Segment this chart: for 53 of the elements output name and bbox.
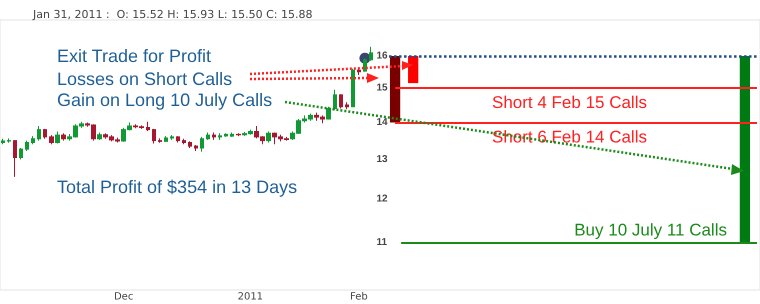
candlestick xyxy=(37,126,41,142)
annotation: Losses on Short Calls xyxy=(57,69,232,89)
y-tick-label: 15 xyxy=(376,82,388,94)
candlestick xyxy=(31,136,35,145)
candlestick xyxy=(146,121,150,132)
candlestick xyxy=(188,140,192,149)
candlestick xyxy=(61,132,66,142)
candlestick xyxy=(43,128,47,140)
ref-line-label: Buy 10 July 11 Calls xyxy=(574,220,727,240)
candlestick xyxy=(176,136,180,143)
y-tick-label: 14 xyxy=(376,116,388,128)
candlestick xyxy=(345,102,349,110)
candlestick xyxy=(97,132,102,140)
candlestick xyxy=(25,140,29,152)
candlestick xyxy=(7,138,11,144)
candlestick xyxy=(19,148,23,160)
annotation: Total Profit of $354 in 13 Days xyxy=(57,177,298,197)
candlestick xyxy=(351,68,355,108)
candlestick xyxy=(333,89,337,111)
x-tick-label: 2011 xyxy=(238,292,264,302)
x-tick-label: Feb xyxy=(350,292,368,302)
annotation: Gain on Long 10 July Calls xyxy=(57,90,272,110)
x-tick-label: Dec xyxy=(114,292,134,302)
candlestick xyxy=(326,106,331,120)
y-tick-label: 12 xyxy=(376,194,388,205)
candlestick xyxy=(194,144,198,152)
candlestick xyxy=(158,138,162,144)
candlestick xyxy=(152,128,156,144)
candlestick xyxy=(266,130,271,143)
candlestick xyxy=(339,94,343,109)
candlestick xyxy=(206,132,210,140)
candlestick xyxy=(224,132,228,138)
candlestick xyxy=(182,138,186,145)
y-tick-label: 16 xyxy=(376,50,388,62)
candlestick xyxy=(55,130,60,144)
candlestick xyxy=(369,46,373,62)
candlestick xyxy=(170,134,174,140)
candlestick xyxy=(1,138,5,145)
annotation: Exit Trade for Profit xyxy=(57,46,212,66)
candlestick xyxy=(230,132,234,138)
candlestick xyxy=(164,136,168,142)
chart-title: Jan 31, 2011 : O: 15.52 H: 15.93 L: 15.50 C: 15.88 xyxy=(32,8,312,21)
candlestick xyxy=(218,132,222,140)
y-tick-label: 13 xyxy=(376,154,388,165)
candlestick xyxy=(363,58,367,72)
ref-line-label: Short 4 Feb 15 Calls xyxy=(492,93,647,112)
candlestick xyxy=(13,140,17,178)
candlestick xyxy=(236,132,241,137)
candlestick xyxy=(49,134,54,145)
y-tick-label: 11 xyxy=(376,237,388,248)
candlestick xyxy=(357,68,361,76)
candlestick xyxy=(212,132,216,140)
candlestick xyxy=(200,136,204,152)
